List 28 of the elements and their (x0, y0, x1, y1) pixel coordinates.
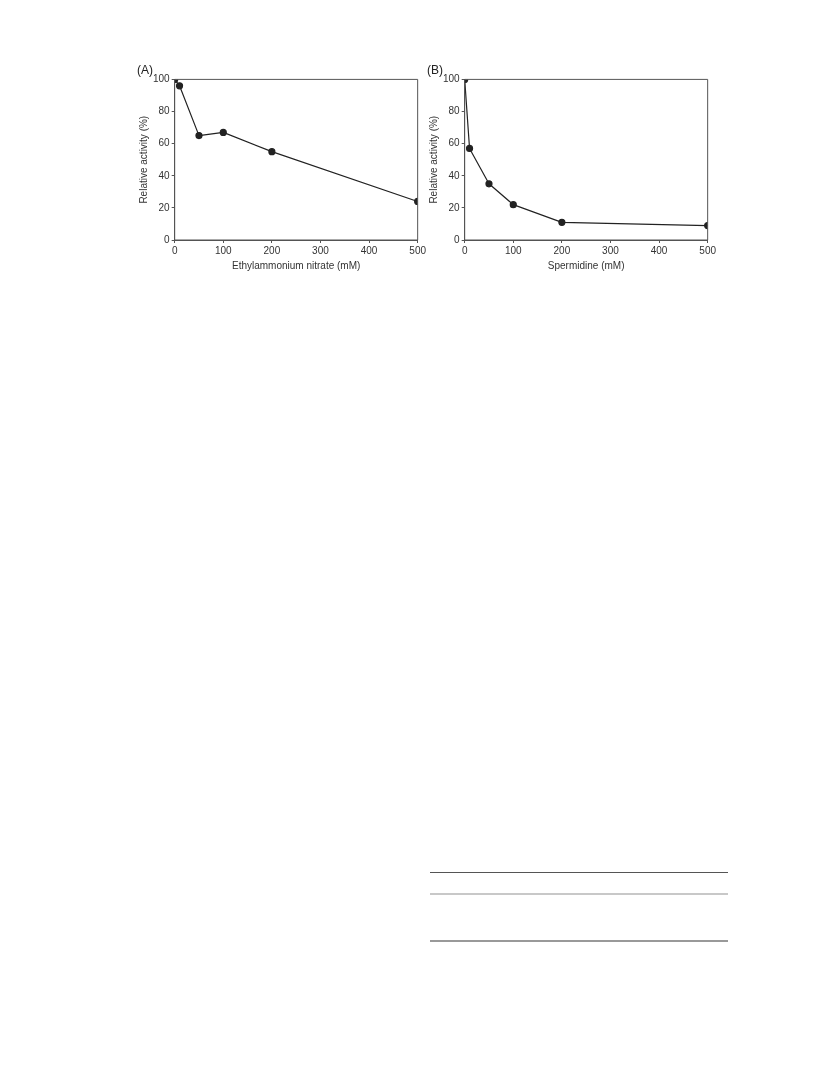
y-tick-label: 60 (448, 137, 461, 149)
y-axis-title: Relative activity (%) (137, 115, 149, 204)
x-tick-label: 300 (602, 244, 620, 256)
chart-title: (A) (137, 62, 153, 77)
y-tick-label: 100 (443, 73, 461, 85)
x-tick-label: 500 (699, 244, 717, 256)
x-tick-label: 200 (553, 244, 571, 256)
x-tick-label: 300 (312, 244, 330, 256)
y-tick-label: 60 (158, 137, 171, 149)
y-tick-label: 0 (164, 233, 171, 245)
y-axis-title: Relative activity (%) (427, 115, 439, 204)
x-axis-title: Spermidine (mM) (547, 259, 625, 271)
x-tick-label: 500 (409, 244, 427, 256)
chart-title: (B) (427, 62, 443, 77)
y-tick-label: 40 (448, 169, 461, 181)
y-tick-label: 100 (153, 73, 171, 85)
x-tick-label: 400 (360, 244, 378, 256)
y-tick-label: 20 (158, 201, 171, 213)
x-tick-label: 100 (214, 244, 233, 256)
x-tick-label: 100 (504, 244, 523, 256)
y-tick-label: 80 (448, 105, 461, 117)
x-tick-label: 400 (650, 244, 668, 256)
y-tick-label: 40 (158, 169, 171, 181)
x-tick-label: 200 (263, 244, 281, 256)
y-tick-label: 20 (448, 201, 461, 213)
y-tick-label: 80 (158, 105, 171, 117)
x-axis-title: Ethylammonium nitrate (mM) (231, 259, 361, 271)
y-tick-label: 0 (454, 233, 461, 245)
